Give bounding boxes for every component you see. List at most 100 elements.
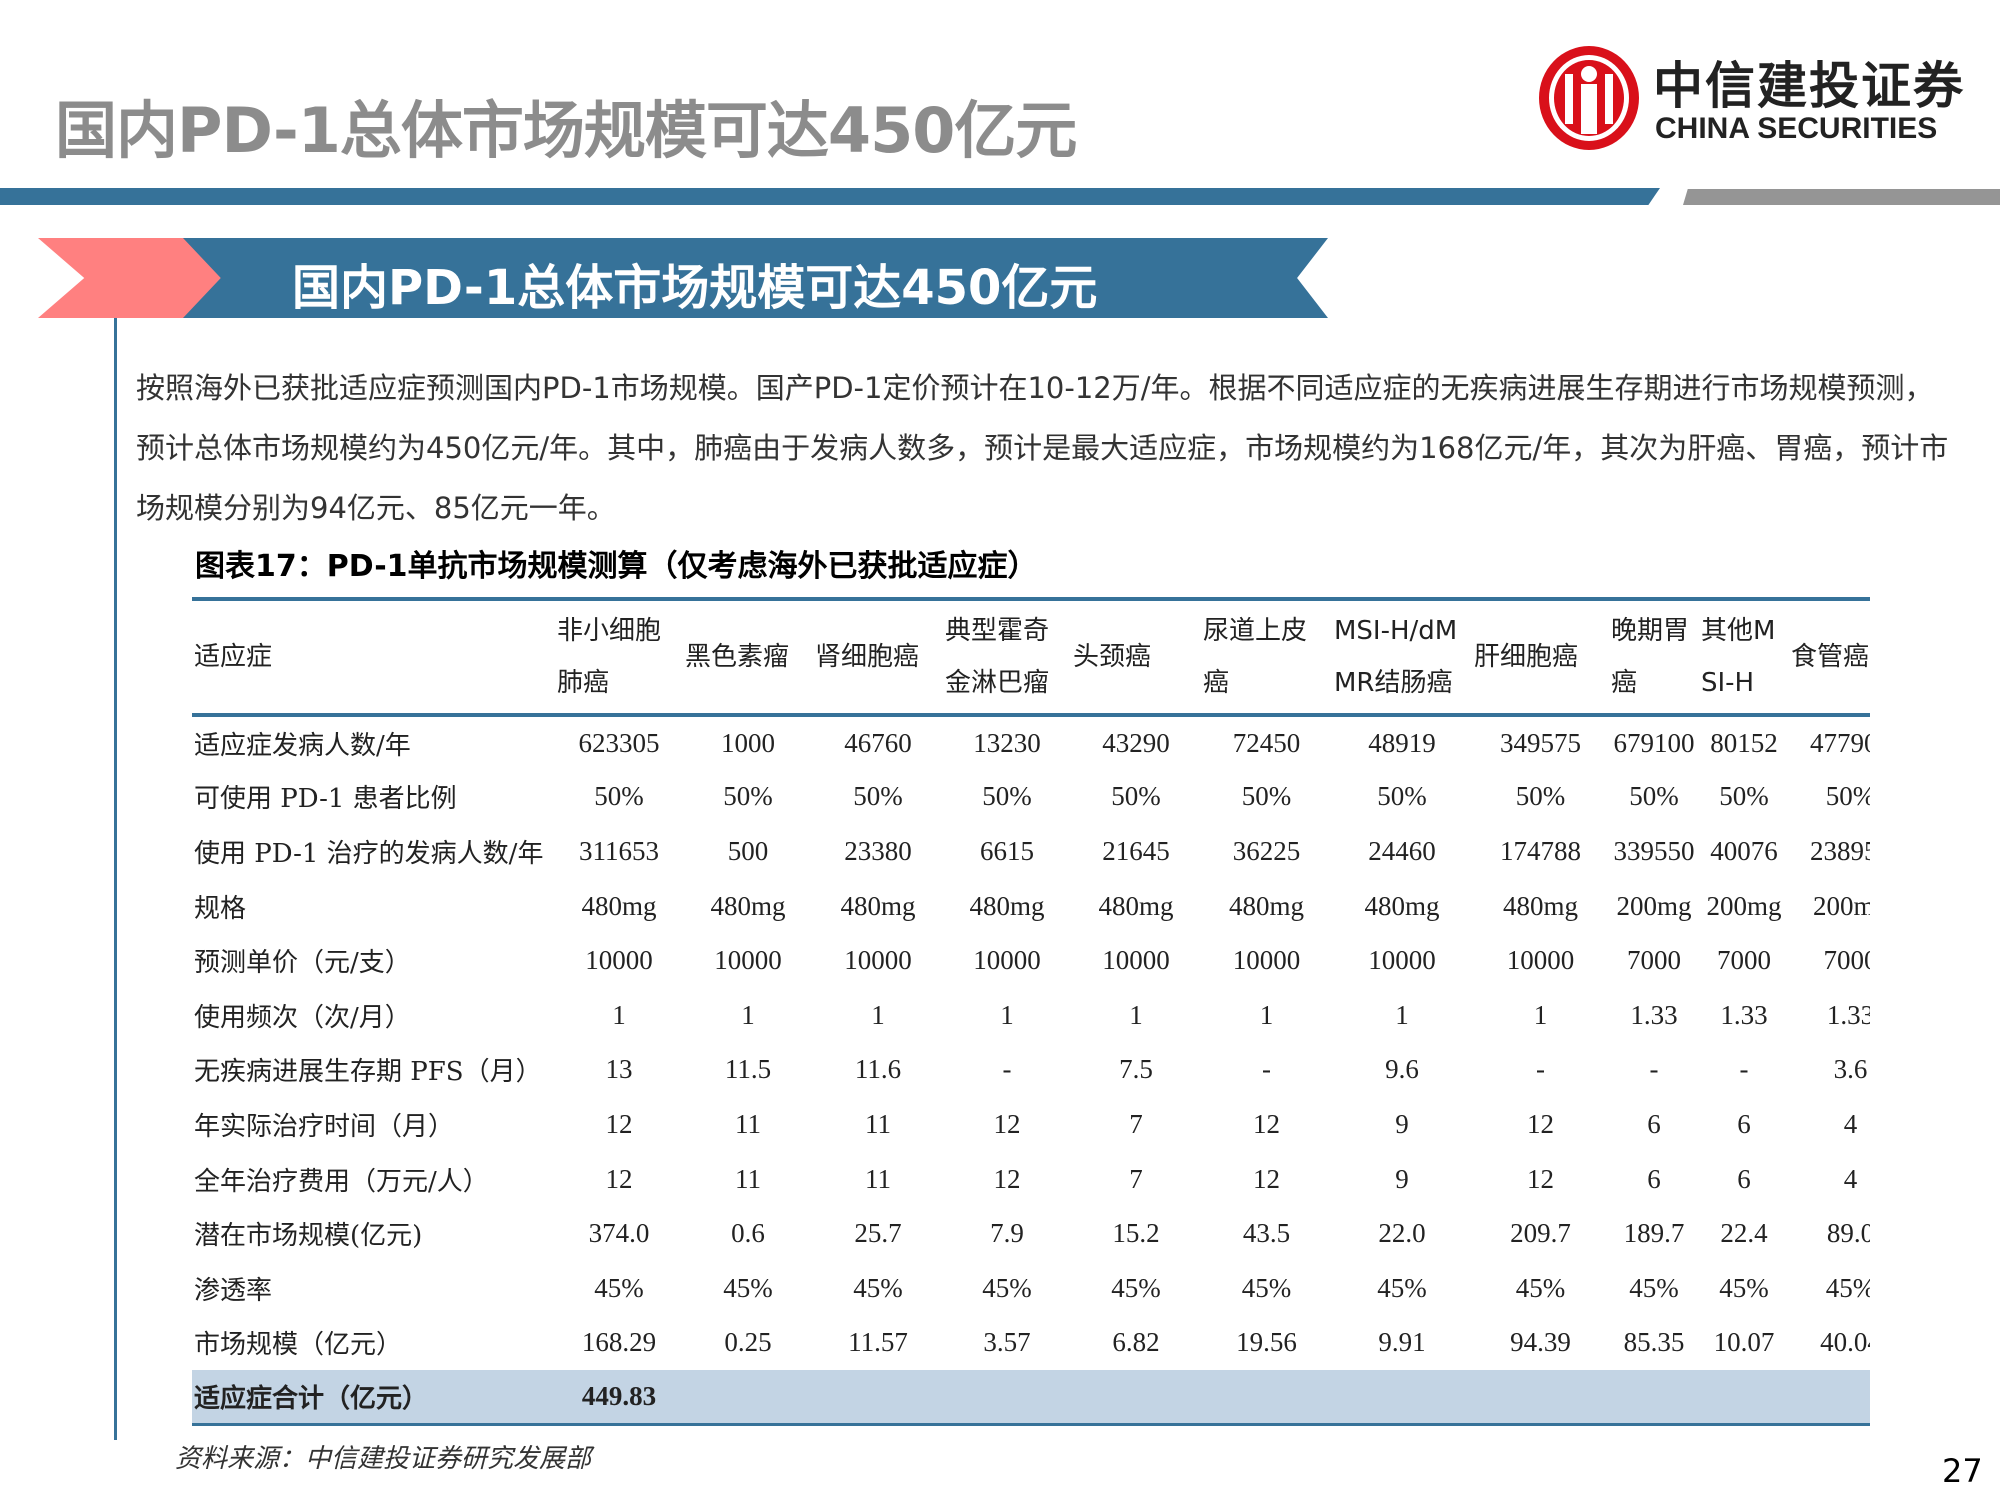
- table-cell: 1000: [721, 727, 775, 758]
- table-cell: 12: [605, 1163, 633, 1194]
- table-cell: 19.56: [1236, 1327, 1297, 1358]
- header-cell: MSI-H/dMMR结肠癌: [1334, 616, 1458, 698]
- table-cell: 43290: [1102, 727, 1170, 758]
- table-cell: 7.5: [1119, 1054, 1153, 1085]
- table-cell: 50%: [982, 781, 1032, 812]
- empty-cell: [1699, 1370, 1789, 1425]
- table-cell: 50%: [1377, 781, 1427, 812]
- table-row: 适应症发病人数/年 623305 1000 46760 13230 43290 72450 4…: [192, 715, 1870, 770]
- section-title: 国内PD-1总体市场规模可达450亿元: [292, 260, 1098, 316]
- table-cell: 12: [1253, 1163, 1280, 1194]
- table-cell: 50%: [1515, 781, 1566, 812]
- table-cell: 238950: [1810, 835, 1870, 866]
- table-cell: 6: [1647, 1163, 1661, 1194]
- table-cell: 50%: [1241, 781, 1292, 812]
- table-row: 潜在市场规模(亿元) 374.0 0.6 25.7 7.9 15.2 43.5 22.0 209…: [192, 1206, 1870, 1261]
- table-cell: 500: [727, 835, 769, 866]
- table-cell: 6: [1737, 1163, 1751, 1194]
- table-cell: 10.07: [1713, 1327, 1775, 1358]
- table-cell: 94.39: [1510, 1327, 1571, 1358]
- table-cell: 12: [1253, 1108, 1280, 1139]
- table-cell: -: [1262, 1054, 1271, 1085]
- table-cell: 25.7: [854, 1218, 902, 1249]
- logo-text-en: CHINA SECURITIES: [1655, 112, 1938, 145]
- table-cell: 45%: [1377, 1272, 1427, 1303]
- table-cell: 10000: [1102, 945, 1170, 976]
- table-cell: 209.7: [1510, 1218, 1571, 1249]
- table-cell: 12: [1527, 1108, 1554, 1139]
- table-cell: 22.4: [1720, 1218, 1768, 1249]
- table-cell: 1: [1259, 999, 1274, 1030]
- table-cell: 477900: [1810, 727, 1870, 758]
- empty-cell: [1332, 1370, 1472, 1425]
- table-cell: 45%: [982, 1272, 1032, 1303]
- table-cell: 200mg: [1616, 890, 1692, 921]
- table-cell: 15.2: [1112, 1218, 1160, 1249]
- table-cell: 480mg: [969, 890, 1045, 921]
- table-cell: 1: [1395, 999, 1409, 1030]
- table-cell: 200mg: [1706, 890, 1782, 921]
- left-rule: [114, 318, 117, 1440]
- table-cell: 22.0: [1378, 1218, 1426, 1249]
- table-cell: 0.6: [731, 1218, 765, 1249]
- table-cell: 50%: [1629, 781, 1679, 812]
- table-cell: -: [1002, 1054, 1012, 1085]
- table-cell: 7.9: [990, 1218, 1024, 1249]
- table-cell: 1: [612, 999, 626, 1030]
- table-row: 使用频次（次/月） 1 1 1 1 1 1 1 1 1.33 1.33 1.33: [192, 988, 1870, 1043]
- table-cell: 50%: [853, 781, 903, 812]
- row-label: 年实际治疗时间（月）: [194, 1111, 455, 1142]
- table-cell: 12: [993, 1108, 1021, 1139]
- table-cell: 10000: [1506, 945, 1575, 976]
- table-row: 年实际治疗时间（月） 12 11 11 12 7 12 9 12 6 6 4: [192, 1097, 1870, 1152]
- table-cell: 3.6: [1833, 1054, 1868, 1085]
- source-note: 资料来源：中信建投证券研究发展部: [175, 1444, 592, 1474]
- table-cell: 6615: [980, 835, 1034, 866]
- table-cell: 80152: [1710, 727, 1778, 758]
- section-banner: [183, 238, 1328, 318]
- table-cell: 24460: [1368, 835, 1436, 866]
- table-cell: 6.82: [1112, 1327, 1160, 1358]
- row-label: 全年治疗费用（万元/人）: [194, 1166, 489, 1197]
- market-size-table: 适应症 非小细胞肺癌 黑色素瘤 肾细胞癌 典型霍奇金淋巴瘤 头颈癌 尿道上皮癌 MSI-H/d…: [192, 597, 1870, 1429]
- row-label: 适应症发病人数/年: [194, 730, 411, 761]
- header-divider-blue: [0, 188, 1660, 205]
- table-cell: 1: [871, 999, 885, 1030]
- table-cell: 45%: [1111, 1272, 1161, 1303]
- table-cell: 11: [865, 1108, 891, 1139]
- table-cell: 480mg: [581, 890, 657, 921]
- table-cell: 45%: [1629, 1272, 1679, 1303]
- table-cell: 12: [605, 1108, 633, 1139]
- table-cell: 623305: [578, 727, 660, 758]
- table-cell: 48919: [1368, 727, 1436, 758]
- table-row: 市场规模（亿元） 168.29 0.25 11.57 3.57 6.82 19.56 9.91…: [192, 1316, 1870, 1371]
- table-cell: 1.33: [1720, 999, 1768, 1030]
- table-cell: 349575: [1500, 727, 1581, 758]
- table-cell: 40.04: [1820, 1327, 1870, 1358]
- table-cell: 374.0: [588, 1218, 650, 1249]
- page-number: 27: [1942, 1452, 1983, 1490]
- table-cell: 480mg: [1098, 890, 1174, 921]
- header-cell: 肾细胞癌: [815, 642, 920, 672]
- table-cell: 50%: [1719, 781, 1769, 812]
- total-value: 449.83: [581, 1381, 657, 1412]
- table-cell: 7000: [1627, 945, 1681, 976]
- table-cell: 1.33: [1826, 999, 1870, 1030]
- table-cell: 1: [1533, 999, 1548, 1030]
- table-cell: 174788: [1500, 835, 1581, 866]
- table-cell: 9.6: [1385, 1054, 1419, 1085]
- table-cell: 9: [1395, 1163, 1409, 1194]
- empty-cell: [943, 1370, 1071, 1425]
- table-cell: 168.29: [581, 1327, 657, 1358]
- table-cell: 480mg: [840, 890, 916, 921]
- table-cell: 13230: [973, 727, 1041, 758]
- table-cell: 4: [1843, 1108, 1858, 1139]
- header-cell: 典型霍奇金淋巴瘤: [945, 616, 1050, 698]
- table-cell: 50%: [1825, 781, 1870, 812]
- table-cell: 7000: [1717, 945, 1771, 976]
- table-cell: 3.57: [983, 1327, 1031, 1358]
- empty-cell: [1472, 1370, 1609, 1425]
- table-cell: 480mg: [1228, 890, 1304, 921]
- page-title: 国内PD-1总体市场规模可达450亿元: [55, 94, 1077, 167]
- header-divider-gray: [1683, 189, 2000, 205]
